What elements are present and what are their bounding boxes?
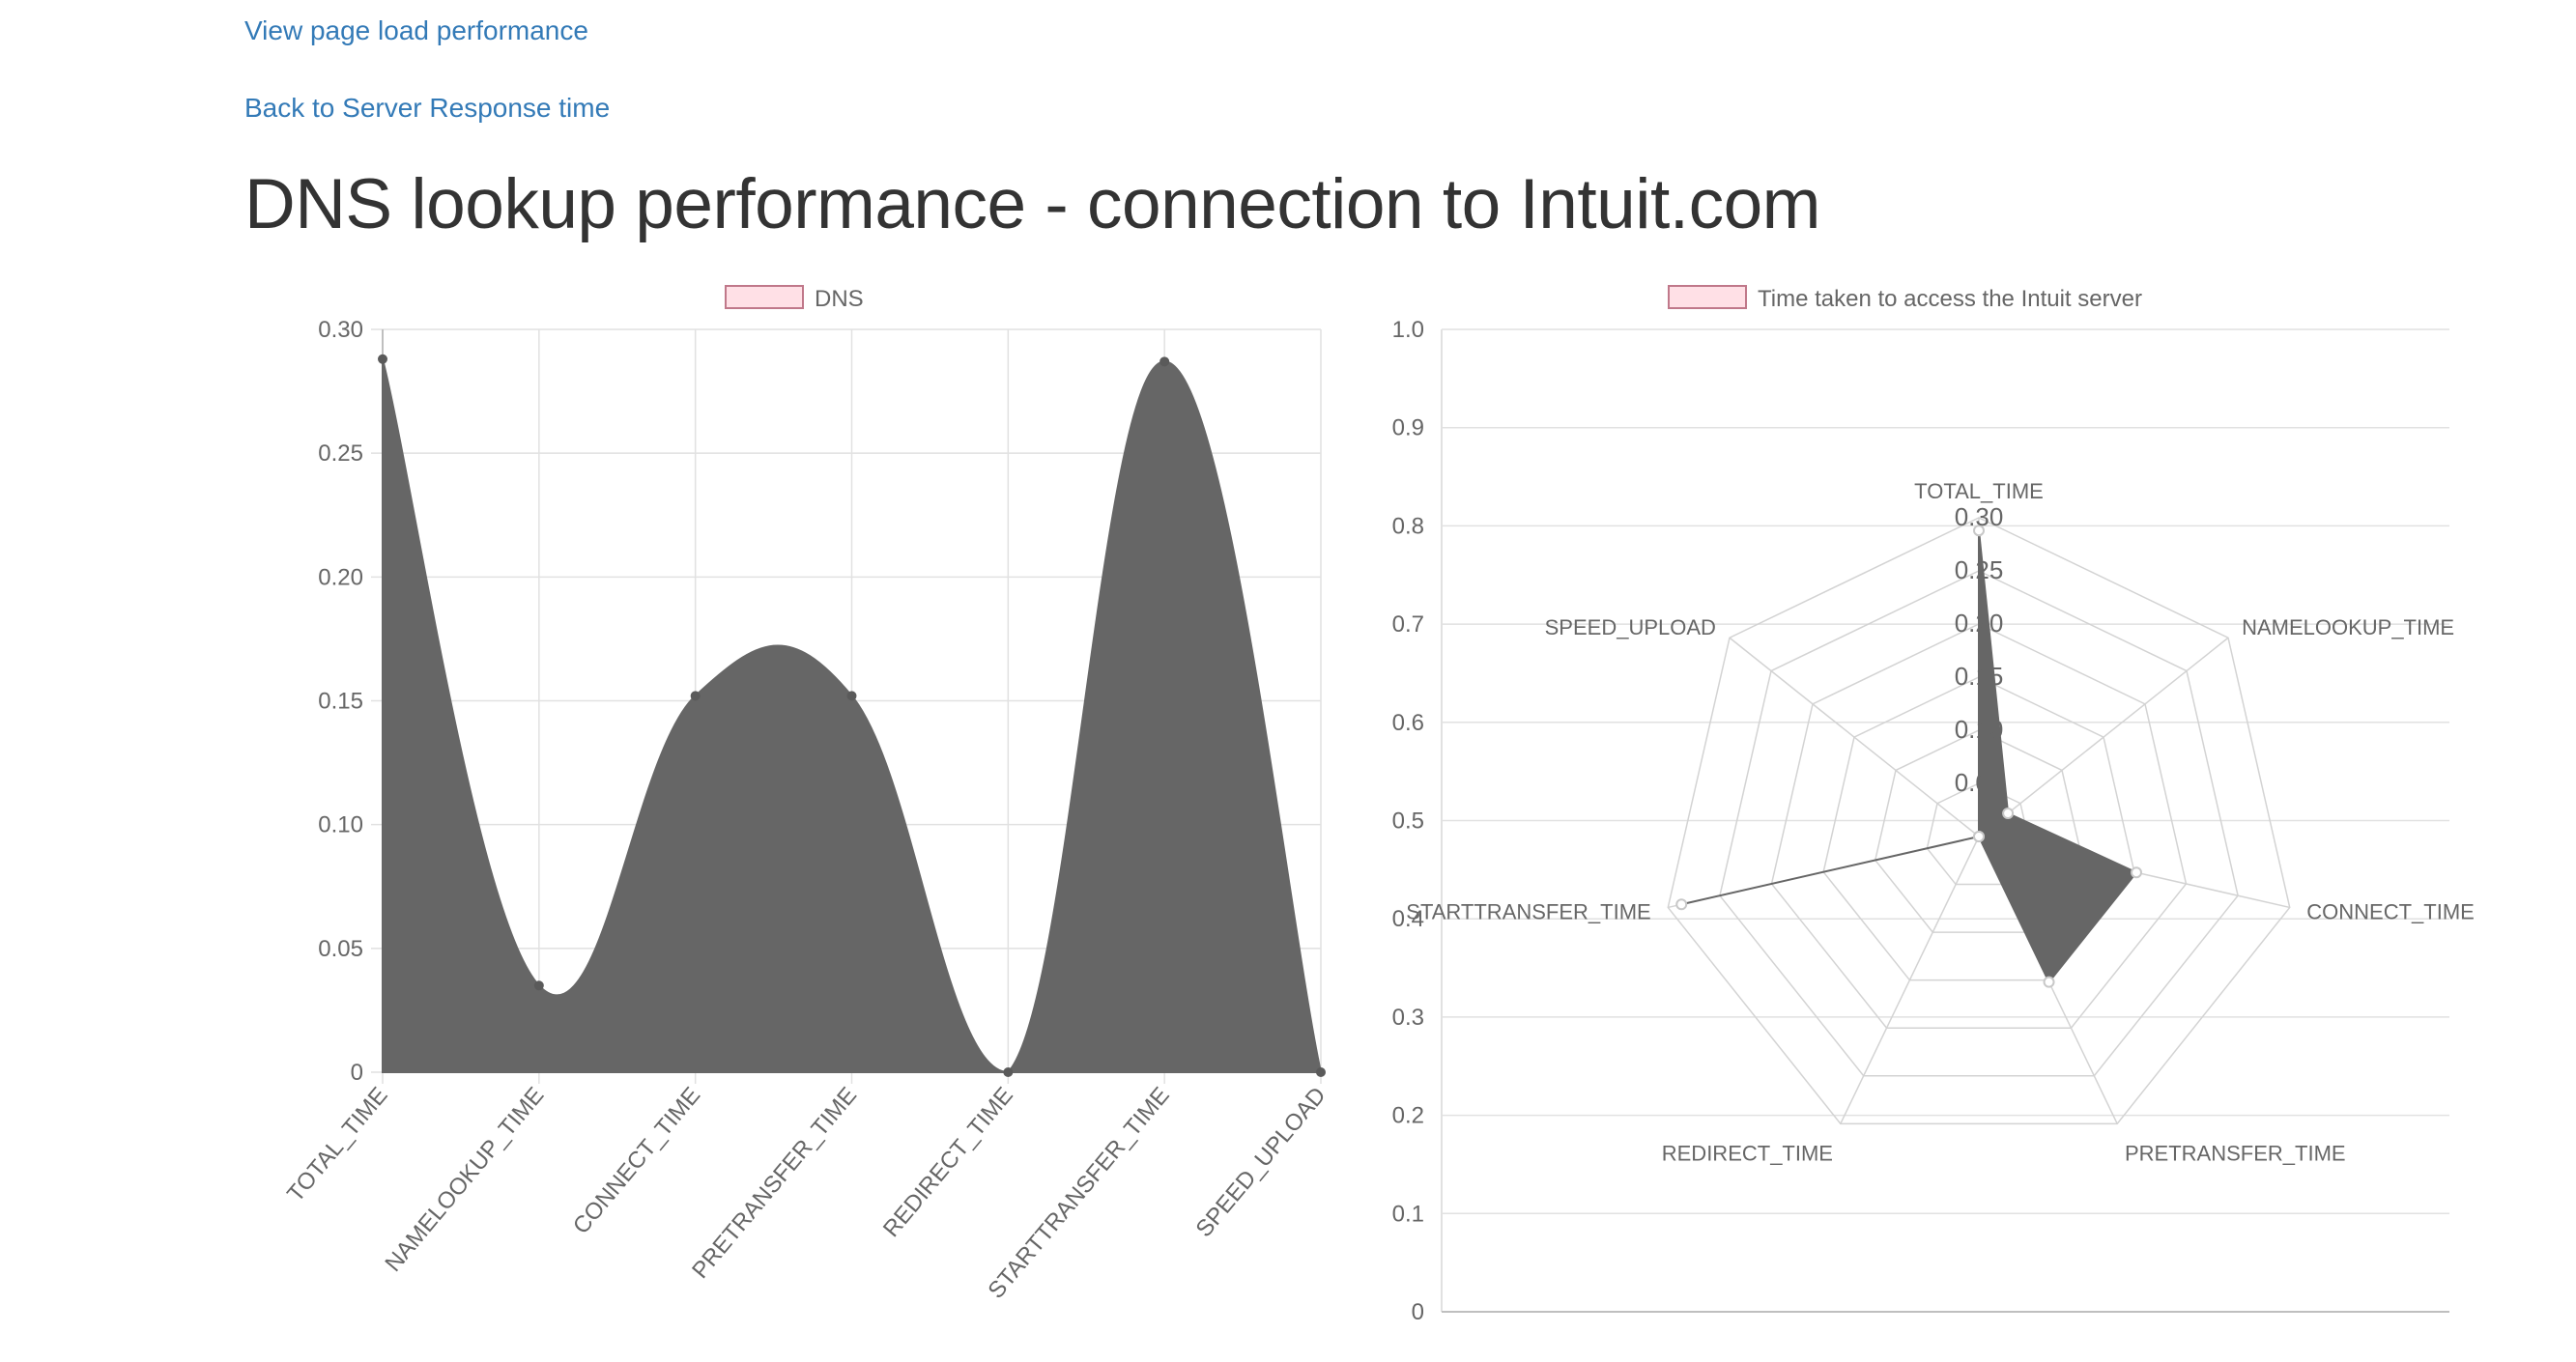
radar-tick-label: 0.20 bbox=[1955, 609, 2004, 638]
left-data-point[interactable] bbox=[1003, 1067, 1014, 1077]
radar-ring bbox=[1770, 623, 2188, 1029]
radar-point-label: REDIRECT_TIME bbox=[1662, 1142, 1833, 1166]
left-x-tick-label: NAMELOOKUP_TIME bbox=[380, 1083, 549, 1277]
right-legend-label: Time taken to access the Intuit server bbox=[1758, 286, 2142, 312]
radar-data-point[interactable] bbox=[2131, 866, 2143, 879]
radar-spoke bbox=[1729, 637, 1980, 837]
right-y-tick-label: 0.7 bbox=[1392, 611, 1424, 638]
back-to-server-response-link[interactable]: Back to Server Response time bbox=[244, 93, 611, 123]
radar-point-label: SPEED_UPLOAD bbox=[1545, 615, 1716, 639]
left-y-tick-label: 0.25 bbox=[318, 440, 363, 467]
radar-data-point[interactable] bbox=[1675, 898, 1688, 911]
radar-tick-label: 0.30 bbox=[1955, 502, 2004, 531]
right-y-tick-label: 0.6 bbox=[1392, 710, 1424, 736]
radar-ring bbox=[1822, 676, 2135, 981]
radar-tick-label: 0.25 bbox=[1955, 555, 2004, 584]
left-data-point[interactable] bbox=[1159, 356, 1170, 367]
right-y-tick-label: 0.8 bbox=[1392, 513, 1424, 539]
radar-ring bbox=[1926, 782, 2032, 886]
left-x-tick-label: TOTAL_TIME bbox=[282, 1083, 392, 1207]
right-chart-background-axis: 0 0.1 0.2 0.3 0.4 0.5 0.6 0.7 0.8 0.9 1.0 bbox=[1392, 317, 2449, 1325]
right-legend-swatch bbox=[1668, 285, 1747, 309]
view-page-load-link[interactable]: View page load performance bbox=[244, 15, 588, 45]
radar-point-label: PRETRANSFER_TIME bbox=[2125, 1142, 2346, 1166]
radar-tick-labels: 0.30 0.25 0.20 0.15 0.10 0.05 bbox=[1955, 502, 2004, 797]
left-chart-y-ticks: 0 0.05 0.10 0.15 0.20 0.25 0.30 bbox=[318, 317, 363, 1086]
left-y-tick-label: 0.15 bbox=[318, 689, 363, 715]
radar-point-label: CONNECT_TIME bbox=[2306, 899, 2475, 923]
left-x-tick-label: PRETRANSFER_TIME bbox=[687, 1083, 862, 1284]
left-data-point[interactable] bbox=[846, 691, 857, 701]
left-y-tick-label: 0 bbox=[351, 1060, 363, 1086]
right-y-tick-label: 0 bbox=[1412, 1299, 1424, 1325]
left-x-tick-label: CONNECT_TIME bbox=[568, 1083, 705, 1239]
left-chart-area bbox=[382, 358, 1323, 1074]
right-y-tick-label: 0.1 bbox=[1392, 1201, 1424, 1227]
left-x-tick-label: REDIRECT_TIME bbox=[878, 1083, 1018, 1242]
radar-data-point[interactable] bbox=[2043, 976, 2055, 988]
left-data-point[interactable] bbox=[533, 980, 544, 991]
left-y-tick-label: 0.05 bbox=[318, 936, 363, 962]
left-x-tick-label: SPEED_UPLOAD bbox=[1191, 1083, 1331, 1243]
radar-point-label: NAMELOOKUP_TIME bbox=[2242, 615, 2454, 639]
left-legend-swatch bbox=[725, 285, 804, 309]
radar-data-point[interactable] bbox=[1973, 831, 1985, 842]
left-data-point[interactable] bbox=[378, 354, 387, 364]
radar-ring bbox=[1719, 570, 2239, 1077]
left-y-tick-label: 0.10 bbox=[318, 812, 363, 838]
radar-tick-label: 0.05 bbox=[1955, 768, 2004, 797]
radar-data-point[interactable] bbox=[1973, 525, 1985, 537]
left-x-tick-label: STARTTRANSFER_TIME bbox=[983, 1083, 1174, 1304]
left-y-tick-label: 0.20 bbox=[318, 564, 363, 590]
radar-ring bbox=[1874, 729, 2084, 933]
left-area-fill bbox=[382, 358, 1323, 1074]
radar-spoke bbox=[1978, 637, 2229, 837]
left-data-point[interactable] bbox=[1316, 1067, 1326, 1077]
radar-fill bbox=[1680, 530, 2138, 984]
radar-point-label: TOTAL_TIME bbox=[1914, 479, 2044, 503]
right-y-tick-label: 0.3 bbox=[1392, 1005, 1424, 1031]
page-title: DNS lookup performance - connection to I… bbox=[244, 165, 1820, 243]
right-chart-legend[interactable]: Time taken to access the Intuit server bbox=[1668, 285, 2142, 312]
right-y-tick-label: 0.4 bbox=[1392, 906, 1424, 932]
left-chart-points bbox=[378, 354, 1326, 1077]
radar-tick-label: 0.15 bbox=[1955, 662, 2004, 691]
left-data-point[interactable] bbox=[690, 691, 701, 701]
radar-point-label: STARTTRANSFER_TIME bbox=[1406, 899, 1650, 923]
radar-spoke bbox=[1840, 836, 1980, 1124]
left-y-tick-label: 0.30 bbox=[318, 317, 363, 343]
right-y-tick-label: 0.5 bbox=[1392, 809, 1424, 835]
right-y-tick-label: 0.9 bbox=[1392, 415, 1424, 441]
left-legend-label: DNS bbox=[815, 286, 864, 312]
right-y-tick-label: 0.2 bbox=[1392, 1103, 1424, 1129]
right-y-tick-label: 1.0 bbox=[1392, 317, 1424, 343]
radar-area bbox=[1675, 525, 2143, 988]
radar-data-point[interactable] bbox=[2002, 807, 2015, 819]
radar-tick-label: 0.10 bbox=[1955, 715, 2004, 744]
radar-point-labels: TOTAL_TIME NAMELOOKUP_TIME CONNECT_TIME PRE… bbox=[1406, 479, 2475, 1166]
radar-ring bbox=[1667, 517, 2291, 1125]
left-chart-legend[interactable]: DNS bbox=[725, 285, 864, 312]
